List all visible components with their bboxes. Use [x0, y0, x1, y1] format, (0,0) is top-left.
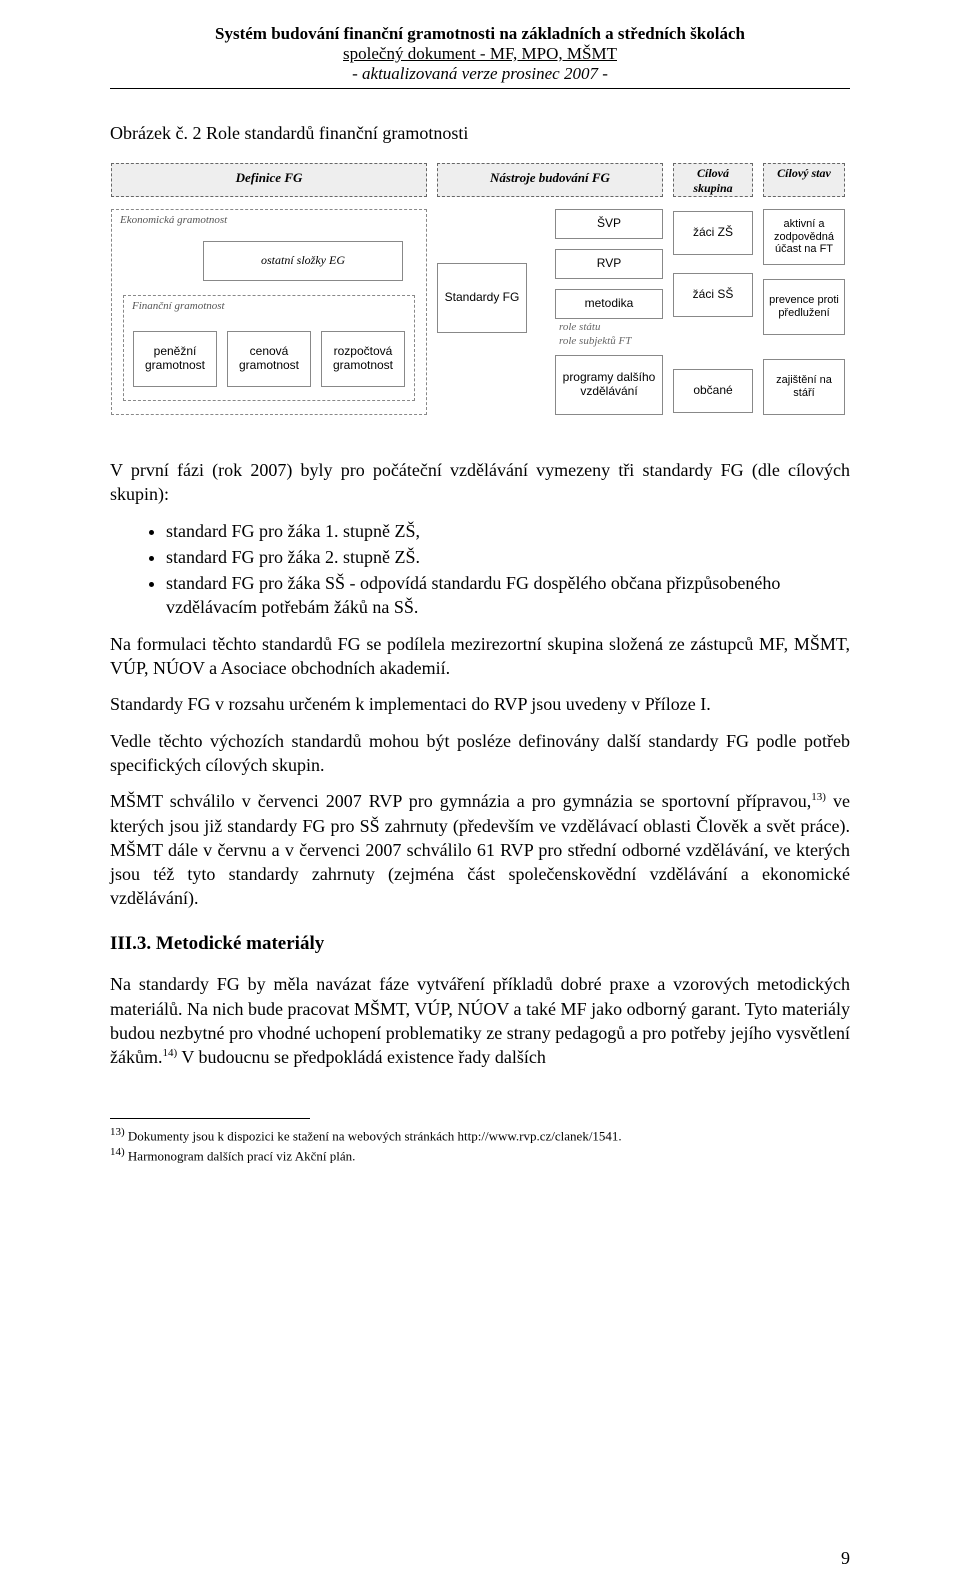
header-version: - aktualizovaná verze prosinec 2007 - — [110, 64, 850, 84]
paragraph: Na formulaci těchto standardů FG se podí… — [110, 632, 850, 681]
footnote-separator — [110, 1118, 310, 1119]
box-rozpoctova: rozpočtová gramotnost — [321, 331, 405, 387]
box-standardy-fg: Standardy FG — [437, 263, 527, 333]
col-header-stav: Cílový stav — [763, 163, 845, 197]
box-rvp: RVP — [555, 249, 663, 279]
header-subtitle: společný dokument - MF, MPO, MŠMT — [110, 44, 850, 64]
col-header-nastroje: Nástroje budování FG — [437, 163, 663, 197]
footnote-text: Harmonogram dalších prací viz Akční plán… — [125, 1148, 356, 1163]
text-span: V budoucnu se předpokládá existence řady… — [177, 1047, 546, 1067]
col-header-skupina: Cílová skupina — [673, 163, 753, 197]
col-header-definice: Definice FG — [111, 163, 427, 197]
box-obcane: občané — [673, 369, 753, 413]
box-zajisteni: zajištění na stáří — [763, 359, 845, 415]
header-rule — [110, 88, 850, 89]
intro-paragraph: V první fázi (rok 2007) byly pro počáteč… — [110, 458, 850, 507]
footnote-14: 14) Harmonogram dalších prací viz Akční … — [110, 1145, 850, 1166]
box-programy: programy dalšího vzdělávání — [555, 355, 663, 415]
page-number: 9 — [841, 1548, 850, 1569]
footnote-13: 13) Dokumenty jsou k dispozici ke stažen… — [110, 1125, 850, 1146]
list-item: standard FG pro žáka 1. stupně ZŠ, — [166, 519, 850, 543]
footnote-ref-13: 13) — [811, 791, 826, 803]
running-header: Systém budování finanční gramotnosti na … — [110, 24, 850, 84]
body-text: V první fázi (rok 2007) byly pro počáteč… — [110, 458, 850, 1070]
box-cenova: cenová gramotnost — [227, 331, 311, 387]
paragraph: MŠMT schválilo v červenci 2007 RVP pro g… — [110, 789, 850, 910]
box-metodika: metodika — [555, 289, 663, 319]
footnote-number: 13) — [110, 1126, 125, 1138]
figure-caption: Obrázek č. 2 Role standardů finanční gra… — [110, 123, 850, 144]
anno-role-subjektu: role subjektů FT — [559, 335, 631, 347]
box-aktivni-ucast: aktivní a zodpovědná účast na FT — [763, 209, 845, 265]
paragraph: Na standardy FG by měla navázat fáze vyt… — [110, 972, 850, 1069]
footnotes-block: 13) Dokumenty jsou k dispozici ke stažen… — [110, 1125, 850, 1166]
box-svp: ŠVP — [555, 209, 663, 239]
section-heading: III.3. Metodické materiály — [110, 931, 850, 957]
list-item: standard FG pro žáka SŠ - odpovídá stand… — [166, 571, 850, 620]
document-page: Systém budování finanční gramotnosti na … — [0, 0, 960, 1593]
box-zaci-zs: žáci ZŠ — [673, 211, 753, 255]
paragraph: Vedle těchto výchozích standardů mohou b… — [110, 729, 850, 778]
paragraph: Standardy FG v rozsahu určeném k impleme… — [110, 692, 850, 716]
box-zaci-ss: žáci SŠ — [673, 273, 753, 317]
box-prevence: prevence proti předlužení — [763, 279, 845, 335]
figure-diagram: Definice FG Nástroje budování FG Cílová … — [110, 162, 852, 424]
text-span: MŠMT schválilo v červenci 2007 RVP pro g… — [110, 791, 811, 811]
box-ostatni-slozky: ostatní složky EG — [203, 241, 403, 281]
footnote-ref-14: 14) — [162, 1047, 177, 1059]
box-penezni: peněžní gramotnost — [133, 331, 217, 387]
footnote-text: Dokumenty jsou k dispozici ke stažení na… — [125, 1128, 622, 1143]
bullet-list: standard FG pro žáka 1. stupně ZŠ, stand… — [110, 519, 850, 620]
header-title: Systém budování finanční gramotnosti na … — [110, 24, 850, 44]
anno-role-statu: role státu — [559, 321, 600, 333]
list-item: standard FG pro žáka 2. stupně ZŠ. — [166, 545, 850, 569]
footnote-number: 14) — [110, 1146, 125, 1158]
